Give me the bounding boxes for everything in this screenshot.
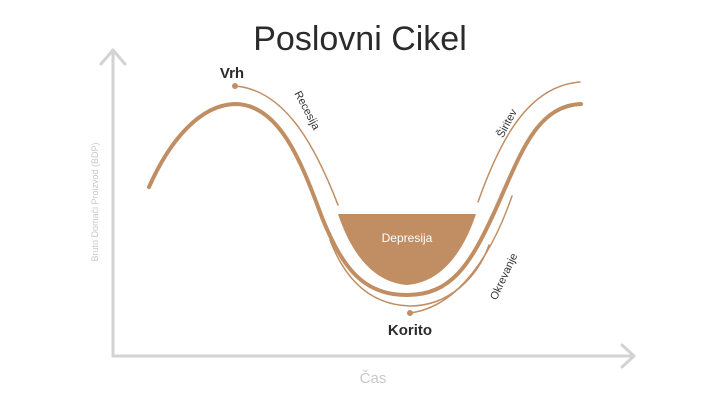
peak-marker bbox=[232, 83, 238, 89]
diagram-title: Poslovni Cikel bbox=[253, 20, 467, 58]
y-axis-label: Bruto Domači Proizvod (BDP) bbox=[90, 142, 100, 261]
x-axis-arrow-icon bbox=[620, 343, 636, 369]
trough-marker bbox=[407, 310, 413, 316]
recession-curve bbox=[234, 85, 339, 206]
y-axis-arrow-icon bbox=[99, 48, 127, 66]
depression-area bbox=[338, 214, 476, 285]
recovery-curve bbox=[409, 195, 513, 314]
recession-label: Recesija bbox=[291, 89, 322, 133]
peak-label: Vrh bbox=[220, 65, 244, 82]
expansion-curve bbox=[477, 81, 581, 203]
depression-label: Depresija bbox=[382, 231, 433, 245]
x-axis-label: Čas bbox=[360, 370, 387, 387]
trough-label: Korito bbox=[388, 322, 432, 339]
axes bbox=[99, 48, 636, 369]
trough-to-recovery-curve bbox=[329, 239, 490, 307]
cycle-curve bbox=[147, 101, 583, 298]
recovery-label: Okrevanje bbox=[488, 251, 520, 302]
